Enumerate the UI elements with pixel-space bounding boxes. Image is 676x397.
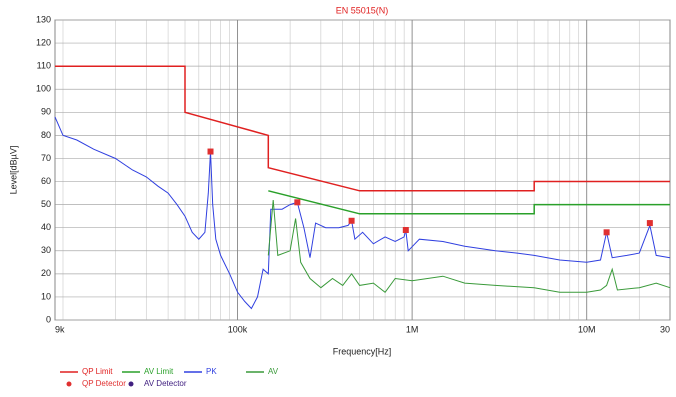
x-tick-label: 1M [406,324,419,334]
legend-label: AV Limit [144,367,174,376]
detector-marker [348,217,355,224]
y-tick-label: 120 [36,37,51,47]
legend-label: QP Limit [82,367,113,376]
y-tick-label: 40 [41,222,51,232]
legend-label: AV [268,367,279,376]
series-line [268,190,670,215]
x-tick-label: 30 [660,324,670,334]
detector-marker [402,227,409,233]
y-tick-label: 100 [36,84,51,94]
y-tick-label: 70 [41,153,51,163]
detector-marker [294,199,301,206]
y-tick-label: 110 [37,61,51,71]
y-tick-label: 90 [41,107,51,117]
series-line [54,116,671,310]
x-axis-label: Frequency[Hz] [333,346,392,356]
series-line [267,199,671,294]
legend-label: AV Detector [144,379,187,388]
detector-marker [603,229,610,236]
legend-label: PK [206,367,217,376]
x-tick-label: 9k [55,324,65,334]
x-tick-label: 10M [578,324,596,334]
series-line [55,65,670,192]
y-tick-label: 30 [41,245,51,255]
detector-marker [646,220,653,227]
legend-swatch [66,381,72,387]
detector-marker [207,148,214,155]
y-tick-label: 50 [41,199,51,209]
legend-swatch [128,381,134,387]
y-tick-label: 10 [41,291,51,301]
y-tick-label: 20 [41,268,51,278]
y-tick-label: 60 [41,176,51,186]
y-tick-label: 130 [36,14,51,24]
y-tick-label: 80 [41,130,51,140]
y-tick-label: 0 [46,314,51,324]
legend-label: QP Detector [82,379,126,388]
y-axis-label: Level[dBµV] [8,146,18,195]
plot-area [54,19,671,321]
x-tick-label: 100k [228,324,248,334]
chart-title: EN 55015(N) [336,5,389,15]
